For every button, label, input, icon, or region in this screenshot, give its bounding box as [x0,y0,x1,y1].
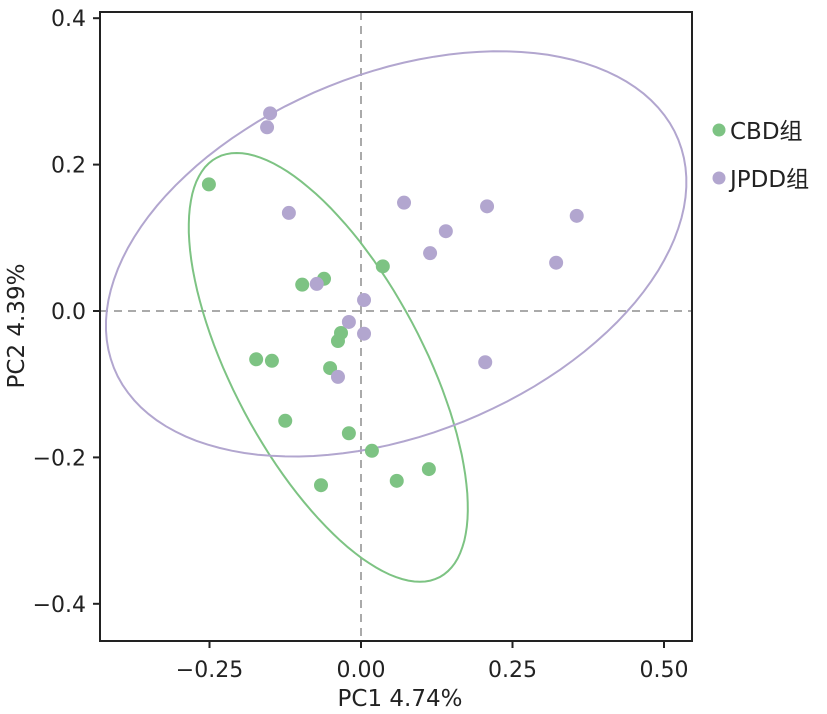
ellipse-cbd [187,151,469,583]
y-tick-label: 0.0 [51,300,86,325]
y-tick-label: −0.2 [33,446,86,471]
point-jpdd [438,224,453,239]
legend-label-cbd: CBD组 [730,119,803,145]
y-axis-ticks: 0.4 0.2 0.0 −0.2 −0.4 [33,7,100,618]
x-tick-label: 0.50 [640,658,689,683]
y-tick-label: 0.4 [51,7,86,32]
point-cbd [314,478,329,493]
data-points [201,106,584,493]
point-jpdd [423,246,438,261]
point-jpdd [397,195,412,210]
point-cbd [364,443,379,458]
y-axis-label: PC2 4.39% [4,264,30,389]
point-jpdd [309,276,324,291]
point-cbd [389,473,404,488]
point-jpdd [330,369,345,384]
point-jpdd [263,106,278,121]
point-jpdd [341,314,356,329]
point-jpdd [569,208,584,223]
point-jpdd [480,199,495,214]
legend-marker-cbd [712,123,726,137]
x-tick-label: 0.25 [488,658,537,683]
point-jpdd [549,255,564,270]
confidence-ellipses [105,50,688,583]
point-cbd [264,353,279,368]
x-tick-label: 0.00 [337,658,386,683]
point-cbd [278,413,293,428]
x-axis-ticks: −0.25 0.00 0.25 0.50 [176,641,689,683]
y-tick-label: 0.2 [51,154,86,179]
point-cbd [375,259,390,274]
point-jpdd [281,205,296,220]
point-cbd [201,177,216,192]
point-jpdd [478,355,493,370]
plot-frame [99,11,693,642]
legend-label-jpdd: JPDD组 [728,167,809,193]
legend: CBD组 JPDD组 [712,119,809,193]
legend-marker-jpdd [712,171,726,185]
point-cbd [421,462,436,477]
x-tick-label: −0.25 [176,658,243,683]
point-cbd [341,426,356,441]
point-cbd [249,352,264,367]
x-axis-label: PC1 4.74% [338,686,463,712]
point-jpdd [357,326,372,341]
point-cbd [330,334,345,349]
reference-lines [100,12,692,641]
ellipse-jpdd [105,50,688,458]
point-jpdd [357,293,372,308]
point-cbd [295,277,310,292]
y-tick-label: −0.4 [33,593,86,618]
point-jpdd [260,120,275,135]
